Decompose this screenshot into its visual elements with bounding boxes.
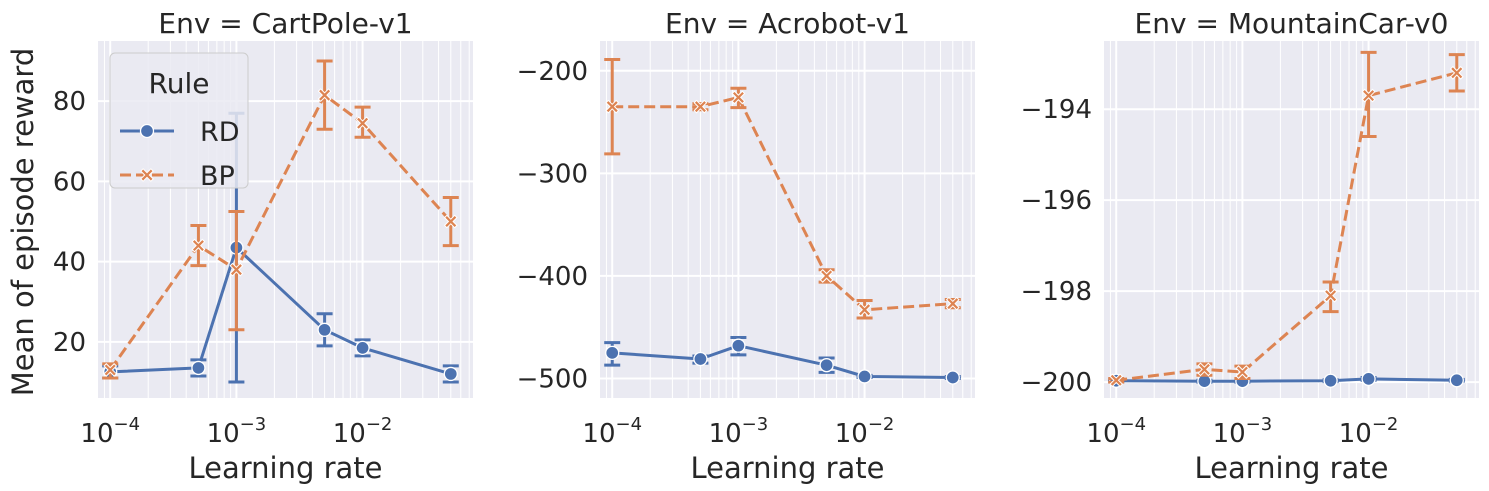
x-tick-label: 10−2 (1339, 414, 1399, 449)
series-line-rd (612, 344, 953, 379)
series-line-bp (612, 95, 953, 312)
data-point-bp (317, 88, 332, 103)
x-tick-label: 10−4 (1086, 414, 1146, 449)
x-axis-label: Learning rate (1194, 451, 1388, 485)
y-tick-label: 20 (53, 328, 86, 358)
data-point-bp (1323, 288, 1338, 303)
series-bp (604, 57, 961, 320)
data-point-rd (731, 338, 746, 353)
y-tick-label: −198 (1021, 277, 1092, 307)
data-point-bp (857, 302, 872, 317)
legend-title: Rule (149, 67, 210, 100)
data-point-rd (605, 345, 620, 361)
plot-area (1104, 41, 1479, 398)
panel-3: 10−4 10−3 10−2 −200 −198 −196 −194 Env = Mounta… (1021, 7, 1479, 485)
x-tick-label: 10−3 (207, 414, 267, 449)
data-point-bp (1109, 373, 1124, 388)
data-point-bp (103, 363, 118, 377)
x-tick-label: 10−3 (709, 414, 769, 449)
series-bp (102, 59, 459, 380)
data-point-bp (229, 262, 244, 277)
legend-label-bp: BP (200, 161, 235, 192)
panel-title: Env = CartPole-v1 (158, 7, 412, 40)
y-tick-label: 60 (53, 167, 86, 197)
x-axis-label: Learning rate (690, 451, 884, 485)
panel-1: 10−4 10−3 10−2 20 40 60 80 Env = CartPole-v1 Lea… (53, 7, 473, 485)
data-point-rd (317, 322, 332, 337)
data-point-bp (945, 296, 960, 311)
data-point-bp (693, 99, 708, 114)
data-point-bp (1197, 362, 1212, 377)
data-point-rd (857, 369, 872, 384)
data-point-bp (819, 269, 834, 283)
data-point-rd (443, 366, 458, 382)
x-tick-label: 10−2 (835, 414, 895, 449)
legend: Rule RD BP (109, 52, 249, 192)
panel-2: 10−4 10−3 10−2 −500 −400 −300 −200 Env = Acrobo… (517, 7, 975, 485)
series-rd (604, 335, 961, 385)
legend-label-rd: RD (200, 117, 240, 148)
data-point-rd (191, 360, 206, 376)
legend-box (109, 52, 249, 189)
data-point-bp (1449, 65, 1464, 80)
data-point-rd (1323, 373, 1338, 388)
data-point-rd (819, 358, 834, 373)
data-point-bp (1235, 365, 1250, 379)
y-tick-label: 40 (53, 248, 86, 278)
panels: 10−4 10−3 10−2 20 40 60 80 Env = CartPole-v1 Lea… (53, 7, 1479, 485)
plot-area (600, 41, 975, 398)
data-point-rd (1449, 373, 1464, 388)
y-axis-label: Mean of episode reward (6, 48, 40, 396)
data-point-rd (945, 370, 960, 385)
series-line-bp (1116, 71, 1458, 382)
y-tick-label: −500 (517, 365, 588, 395)
x-tick-label: 10−4 (582, 414, 642, 449)
data-point-rd (693, 351, 708, 367)
y-tick-label: −200 (517, 57, 588, 87)
panel-title: Env = Acrobot-v1 (665, 7, 910, 40)
x-tick-label: 10−2 (333, 414, 393, 449)
data-point-bp (731, 90, 746, 105)
panel-title: Env = MountainCar-v0 (1135, 7, 1449, 40)
data-point-rd (355, 340, 370, 356)
data-point-bp (1361, 88, 1376, 103)
y-tick-label: −194 (1021, 95, 1092, 125)
data-point-bp (443, 214, 458, 229)
series-line-rd (1116, 377, 1457, 383)
x-tick-label: 10−4 (80, 414, 140, 449)
y-tick-label: −200 (1021, 368, 1092, 398)
y-tick-label: −300 (517, 159, 588, 189)
legend-marker-bp (140, 168, 154, 182)
series-bp (1108, 50, 1465, 388)
legend-marker-rd (139, 123, 155, 139)
series-line-bp (108, 93, 452, 371)
data-point-bp (605, 99, 620, 114)
series-line-rd (110, 246, 452, 376)
data-point-rd (1361, 371, 1376, 387)
y-tick-label: 80 (53, 87, 86, 117)
data-point-bp (355, 116, 370, 131)
x-axis-label: Learning rate (188, 451, 382, 485)
y-tick-label: −400 (517, 262, 588, 292)
data-point-bp (191, 238, 206, 253)
y-tick-label: −196 (1021, 186, 1092, 216)
x-tick-label: 10−3 (1213, 414, 1273, 449)
